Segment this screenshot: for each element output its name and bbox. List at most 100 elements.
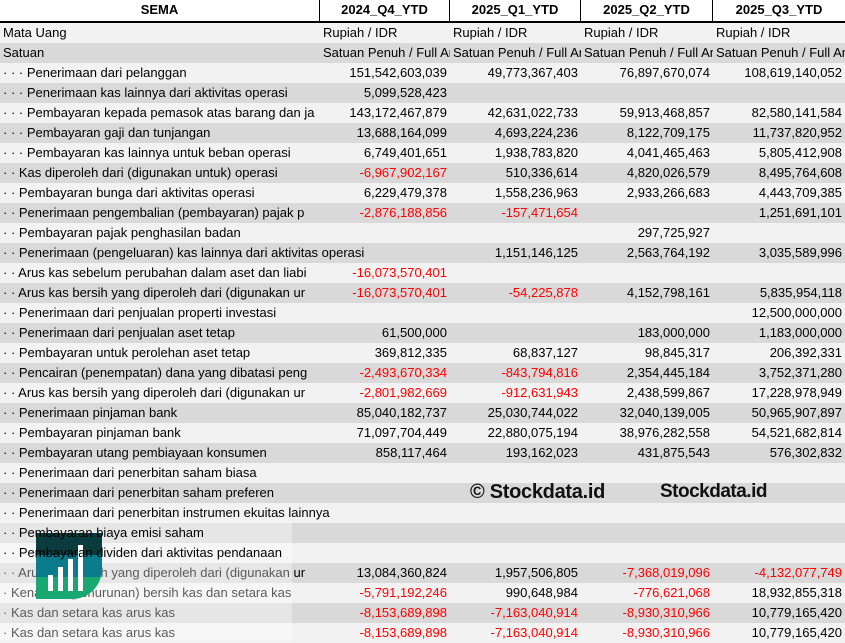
row-label[interactable]: · · Pembayaran dividen dari aktivitas pe… <box>3 545 282 560</box>
value-cell[interactable]: 143,172,467,879 <box>349 105 447 120</box>
column-header[interactable]: 2025_Q3_YTD <box>735 2 823 17</box>
value-cell[interactable]: 71,097,704,449 <box>356 425 447 440</box>
value-cell[interactable] <box>450 83 581 103</box>
row-label[interactable]: · · · Penerimaan dari pelanggan <box>3 65 187 80</box>
row-label[interactable]: · · Penerimaan pengembalian (pembayaran)… <box>3 205 305 220</box>
value-cell[interactable] <box>581 543 713 563</box>
value-cell[interactable]: -5,791,192,246 <box>359 585 447 600</box>
value-cell[interactable]: 13,688,164,099 <box>356 125 447 140</box>
value-cell[interactable]: 38,976,282,558 <box>619 425 710 440</box>
value-cell[interactable]: 576,302,832 <box>769 445 842 460</box>
value-cell[interactable]: 22,880,075,194 <box>487 425 578 440</box>
row-label[interactable]: · · · Penerimaan kas lainnya dari aktivi… <box>3 85 288 100</box>
row-label[interactable]: · · Penerimaan dari penerbitan instrumen… <box>3 505 330 520</box>
value-cell[interactable]: 2,354,445,184 <box>626 365 710 380</box>
value-cell[interactable] <box>581 303 713 323</box>
value-cell[interactable]: -7,163,040,914 <box>490 625 578 640</box>
value-cell[interactable]: 76,897,670,074 <box>619 65 710 80</box>
column-header[interactable]: 2025_Q1_YTD <box>450 0 581 21</box>
value-cell[interactable]: -157,471,654 <box>501 205 578 220</box>
value-cell[interactable]: -8,153,689,898 <box>359 625 447 640</box>
value-cell[interactable] <box>713 543 845 563</box>
value-cell[interactable]: -912,631,943 <box>501 385 578 400</box>
value-cell[interactable] <box>320 223 450 243</box>
value-cell[interactable] <box>450 323 581 343</box>
meta-cell[interactable]: Satuan Penuh / Full Amount <box>584 45 713 60</box>
value-cell[interactable]: 858,117,464 <box>375 445 447 460</box>
value-cell[interactable]: 59,913,468,857 <box>619 105 710 120</box>
row-label[interactable]: · · Arus kas bersih yang diperoleh dari … <box>3 385 306 400</box>
column-header[interactable]: 2025_Q2_YTD <box>581 0 713 21</box>
value-cell[interactable]: 990,648,984 <box>505 585 578 600</box>
value-cell[interactable]: 2,438,599,867 <box>626 385 710 400</box>
meta-cell[interactable]: Rupiah / IDR <box>716 25 791 40</box>
value-cell[interactable]: -8,930,310,966 <box>622 605 710 620</box>
value-cell[interactable]: 297,725,927 <box>637 225 710 240</box>
value-cell[interactable]: 1,183,000,000 <box>758 325 842 340</box>
value-cell[interactable] <box>581 83 713 103</box>
value-cell[interactable]: -7,163,040,914 <box>490 605 578 620</box>
row-label[interactable]: · · Penerimaan dari penerbitan saham bia… <box>3 465 257 480</box>
value-cell[interactable]: 17,228,978,949 <box>751 385 842 400</box>
value-cell[interactable]: 4,443,709,385 <box>758 185 842 200</box>
value-cell[interactable] <box>581 503 713 523</box>
value-cell[interactable]: 2,933,266,683 <box>626 185 710 200</box>
value-cell[interactable]: 4,693,224,236 <box>494 125 578 140</box>
value-cell[interactable] <box>713 223 845 243</box>
meta-cell[interactable]: Rupiah / IDR <box>584 25 659 40</box>
value-cell[interactable] <box>320 483 450 503</box>
row-label[interactable]: · · Penerimaan pinjaman bank <box>3 405 178 420</box>
value-cell[interactable]: -4,132,077,749 <box>754 565 842 580</box>
value-cell[interactable]: 8,495,764,608 <box>758 165 842 180</box>
value-cell[interactable]: 1,938,783,820 <box>494 145 578 160</box>
value-cell[interactable]: 50,965,907,897 <box>751 405 842 420</box>
value-cell[interactable]: 10,779,165,420 <box>751 625 842 640</box>
value-cell[interactable] <box>320 523 450 543</box>
value-cell[interactable]: -8,930,310,966 <box>622 625 710 640</box>
value-cell[interactable] <box>581 263 713 283</box>
row-label[interactable]: Mata Uang <box>3 25 67 40</box>
row-label[interactable]: · · Penerimaan (pengeluaran) kas lainnya… <box>3 245 365 260</box>
value-cell[interactable]: 5,099,528,423 <box>363 85 447 100</box>
value-cell[interactable]: 4,152,798,161 <box>626 285 710 300</box>
value-cell[interactable] <box>450 523 581 543</box>
value-cell[interactable]: 1,558,236,963 <box>494 185 578 200</box>
value-cell[interactable]: -2,801,982,669 <box>359 385 447 400</box>
value-cell[interactable] <box>320 463 450 483</box>
value-cell[interactable]: 151,542,603,039 <box>349 65 447 80</box>
value-cell[interactable]: -776,621,068 <box>633 585 710 600</box>
value-cell[interactable]: 2,563,764,192 <box>626 245 710 260</box>
value-cell[interactable]: 3,752,371,280 <box>758 365 842 380</box>
row-label[interactable]: · · Kas diperoleh dari (digunakan untuk)… <box>3 165 278 180</box>
value-cell[interactable]: 510,336,614 <box>505 165 578 180</box>
row-label[interactable]: Satuan <box>3 45 45 60</box>
value-cell[interactable]: -16,073,570,401 <box>352 265 447 280</box>
row-label[interactable]: · · Arus kas sebelum perubahan dalam ase… <box>3 265 307 280</box>
value-cell[interactable]: -8,153,689,898 <box>359 605 447 620</box>
meta-cell[interactable]: Rupiah / IDR <box>453 25 528 40</box>
value-cell[interactable]: 11,737,820,952 <box>752 125 842 140</box>
value-cell[interactable]: 1,957,506,805 <box>494 565 578 580</box>
value-cell[interactable]: 8,122,709,175 <box>626 125 710 140</box>
meta-cell[interactable]: Satuan Penuh / Full Amount <box>323 45 450 60</box>
value-cell[interactable]: -2,876,188,856 <box>359 205 447 220</box>
value-cell[interactable]: -54,225,878 <box>508 285 578 300</box>
value-cell[interactable]: 18,932,855,318 <box>751 585 842 600</box>
value-cell[interactable]: 85,040,182,737 <box>356 405 447 420</box>
value-cell[interactable]: 54,521,682,814 <box>751 425 842 440</box>
value-cell[interactable]: 42,631,022,733 <box>487 105 578 120</box>
row-label[interactable]: · · · Pembayaran kepada pemasok atas bar… <box>3 105 315 120</box>
value-cell[interactable] <box>450 223 581 243</box>
value-cell[interactable]: 32,040,139,005 <box>619 405 710 420</box>
row-label[interactable]: · · Pencairan (penempatan) dana yang dib… <box>3 365 308 380</box>
value-cell[interactable] <box>450 543 581 563</box>
value-cell[interactable]: 25,030,744,022 <box>487 405 578 420</box>
value-cell[interactable] <box>581 523 713 543</box>
value-cell[interactable]: 49,773,367,403 <box>487 65 578 80</box>
value-cell[interactable] <box>713 503 845 523</box>
meta-cell[interactable]: Satuan Penuh / Full Amount <box>716 45 845 60</box>
value-cell[interactable]: -843,794,816 <box>501 365 578 380</box>
value-cell[interactable]: 1,151,146,125 <box>494 245 578 260</box>
value-cell[interactable]: -16,073,570,401 <box>352 285 447 300</box>
value-cell[interactable] <box>320 503 450 523</box>
